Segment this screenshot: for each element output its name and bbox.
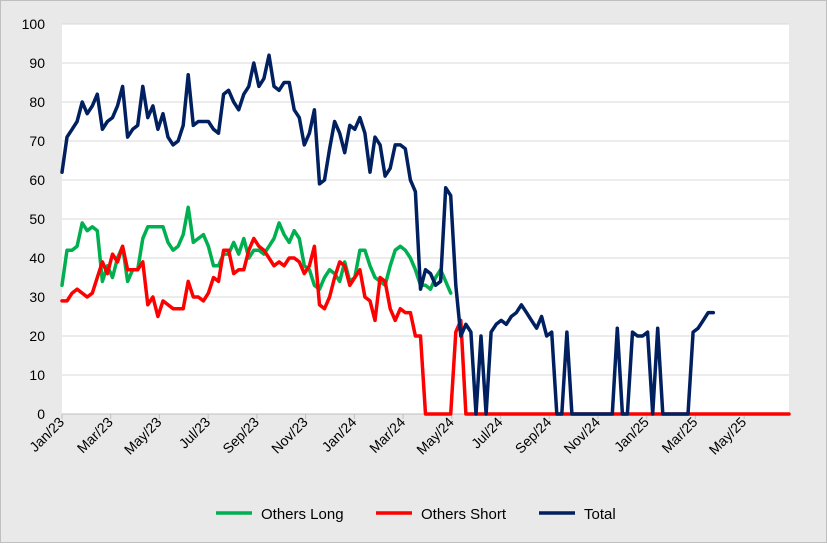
x-tick-label: May/24 (413, 414, 457, 458)
x-tick-label: Mar/23 (74, 414, 116, 456)
x-tick-label: Sep/23 (219, 414, 262, 457)
x-tick-label: May/23 (121, 414, 165, 458)
x-tick-label: Mar/25 (658, 414, 700, 456)
y-tick-label: 10 (29, 367, 45, 383)
y-tick-label: 80 (29, 94, 45, 110)
legend-label-total: Total (584, 506, 616, 523)
x-tick-label: Sep/24 (512, 414, 555, 457)
y-tick-label: 90 (29, 55, 45, 71)
x-tick-label: Nov/24 (560, 414, 603, 457)
y-tick-label: 0 (37, 406, 45, 422)
y-tick-label: 20 (29, 328, 45, 344)
y-tick-label: 70 (29, 133, 45, 149)
x-tick-label: May/25 (706, 414, 750, 458)
y-tick-label: 40 (29, 250, 45, 266)
x-tick-label: Jan/25 (611, 414, 652, 455)
series-lines (60, 53, 791, 416)
legend-label-others-short: Others Short (421, 506, 507, 523)
y-axis-ticks: 0 10 20 30 40 50 60 70 80 90 100 (22, 16, 46, 422)
y-tick-label: 30 (29, 289, 45, 305)
legend-label-others-long: Others Long (261, 506, 344, 523)
x-tick-label: Nov/23 (268, 414, 311, 457)
y-tick-label: 60 (29, 172, 45, 188)
x-tick-label: Jul/23 (176, 414, 214, 452)
y-tick-label: 50 (29, 211, 45, 227)
x-tick-label: Mar/24 (366, 414, 408, 456)
x-tick-label: Jan/24 (318, 414, 359, 455)
series-line-total (60, 53, 716, 416)
legend: Others Long Others Short Total (216, 506, 616, 523)
y-tick-label: 100 (22, 16, 46, 32)
x-tick-label: Jan/23 (26, 414, 67, 455)
x-axis-ticks: Jan/23 Mar/23 May/23 Jul/23 Sep/23 Nov/23 Jan/… (26, 414, 749, 458)
x-tick-label: Jul/24 (468, 414, 506, 452)
